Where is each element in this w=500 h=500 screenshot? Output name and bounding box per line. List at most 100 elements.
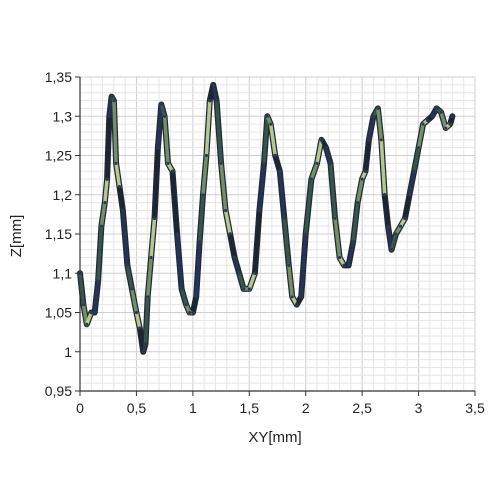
data-point bbox=[295, 303, 299, 307]
axes bbox=[75, 76, 476, 396]
series-segment bbox=[145, 255, 153, 299]
data-point bbox=[426, 118, 430, 122]
data-point bbox=[287, 263, 291, 267]
series-segment bbox=[125, 263, 134, 291]
data-point bbox=[99, 224, 103, 228]
y-axis-title: Z[mm] bbox=[8, 215, 25, 258]
data-point bbox=[417, 146, 421, 150]
data-point bbox=[233, 255, 237, 260]
series-segment bbox=[376, 106, 384, 142]
y-tick-label: 1,1 bbox=[53, 265, 73, 281]
series-segment bbox=[197, 193, 205, 244]
series-segment bbox=[223, 208, 232, 236]
series-segment bbox=[262, 114, 270, 166]
data-point bbox=[138, 326, 142, 330]
series-segment bbox=[219, 161, 228, 213]
data-point bbox=[143, 342, 148, 346]
series-segment bbox=[273, 153, 282, 173]
data-point bbox=[299, 295, 303, 299]
series-segment bbox=[149, 216, 157, 260]
data-point bbox=[333, 216, 337, 220]
data-point bbox=[338, 255, 342, 260]
series-segment bbox=[175, 232, 184, 291]
series-segment bbox=[257, 161, 266, 213]
data-point bbox=[141, 350, 145, 354]
data-point bbox=[389, 248, 394, 252]
series-segment bbox=[211, 83, 219, 103]
series-segment bbox=[156, 102, 164, 150]
data-point bbox=[309, 177, 313, 181]
data-point bbox=[403, 216, 407, 220]
data-point bbox=[282, 216, 286, 220]
series-segment bbox=[92, 279, 100, 315]
series-segment bbox=[412, 145, 421, 173]
data-point bbox=[347, 263, 351, 267]
series-segment bbox=[439, 110, 448, 130]
data-point bbox=[121, 208, 125, 213]
series-segment bbox=[204, 98, 212, 158]
data-point bbox=[371, 114, 375, 118]
data-point bbox=[163, 114, 167, 118]
series-segment bbox=[309, 161, 319, 181]
data-point bbox=[360, 177, 364, 181]
data-point bbox=[187, 310, 192, 315]
series-segment bbox=[152, 145, 160, 221]
series-segment bbox=[143, 295, 150, 346]
series-segment bbox=[214, 98, 223, 166]
series-segment bbox=[170, 169, 179, 236]
data-point bbox=[114, 161, 118, 165]
x-tick-label: 1,5 bbox=[240, 400, 260, 416]
series-segment bbox=[253, 208, 262, 275]
series-segment bbox=[96, 224, 104, 283]
data-point bbox=[85, 322, 89, 326]
data-point bbox=[421, 122, 425, 126]
x-tick-label: 0,5 bbox=[127, 400, 147, 416]
series-segment bbox=[134, 310, 142, 330]
series-segment bbox=[315, 138, 324, 166]
data-point bbox=[166, 161, 170, 165]
data-point bbox=[89, 310, 93, 315]
data-point bbox=[448, 122, 452, 126]
data-point bbox=[112, 99, 116, 103]
data-point bbox=[444, 126, 448, 130]
data-point bbox=[398, 224, 403, 228]
data-point bbox=[315, 161, 319, 165]
data-point bbox=[262, 161, 266, 165]
series-segment bbox=[114, 161, 122, 189]
series-segment bbox=[346, 240, 355, 268]
series-segment bbox=[333, 216, 342, 260]
y-tick-label: 0,95 bbox=[45, 383, 72, 399]
data-point bbox=[386, 224, 390, 228]
data-point bbox=[194, 295, 198, 299]
series-segment bbox=[407, 169, 416, 197]
series-segment bbox=[278, 169, 287, 221]
series-segment bbox=[351, 200, 360, 244]
series-segment bbox=[416, 122, 425, 150]
data-point bbox=[180, 287, 184, 291]
data-point bbox=[224, 208, 228, 213]
data-point bbox=[211, 83, 215, 87]
data-point bbox=[278, 169, 282, 173]
data-point bbox=[228, 232, 232, 236]
series-segment bbox=[403, 193, 412, 221]
data-point bbox=[439, 110, 443, 114]
series-segment bbox=[382, 193, 390, 228]
data-point bbox=[383, 193, 387, 197]
x-tick-label: 3,5 bbox=[465, 400, 485, 416]
data-point bbox=[78, 271, 82, 275]
series-layer bbox=[77, 81, 456, 355]
data-point bbox=[412, 169, 416, 173]
data-point bbox=[201, 193, 205, 197]
series-segment bbox=[99, 200, 107, 228]
series-segment bbox=[78, 271, 86, 307]
series-segment bbox=[117, 185, 125, 213]
series-segment bbox=[159, 102, 167, 119]
data-point bbox=[367, 138, 371, 142]
series-segment bbox=[179, 287, 188, 307]
data-point bbox=[247, 287, 251, 291]
data-point bbox=[319, 138, 324, 142]
series-segment bbox=[355, 177, 364, 205]
data-point bbox=[351, 240, 355, 244]
data-point bbox=[363, 169, 368, 173]
y-tick-label: 1 bbox=[64, 344, 72, 360]
